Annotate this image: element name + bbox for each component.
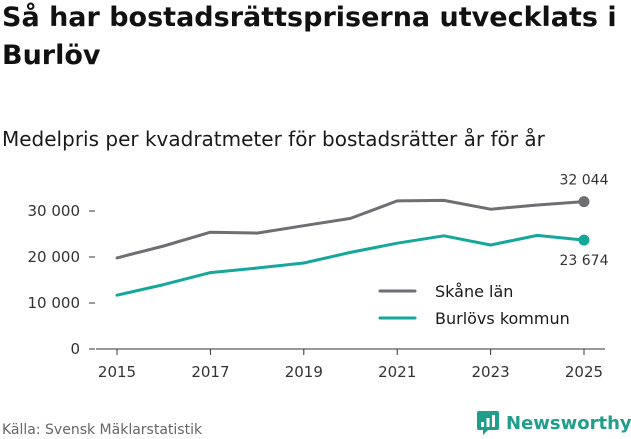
legend-label-1: Burlövs kommun <box>435 309 570 328</box>
chart-subtitle: Medelpris per kvadratmeter för bostadsrä… <box>2 127 545 151</box>
y-tick-label: 20 000 <box>28 248 81 266</box>
series-line-0 <box>115 198 586 260</box>
series-end-label-0: 32 044 <box>559 173 608 189</box>
chart-title: Så har bostadsrättspriserna utvecklats i… <box>2 2 617 71</box>
line-chart: 0 10 000 20 000 30 000 2015 2017 2019 2021 2023 2… <box>28 173 609 381</box>
series-end-marker-0 <box>578 196 590 208</box>
brand-logo: Newsworthy <box>476 408 631 438</box>
series-end-marker-1 <box>578 234 590 246</box>
y-tick-label: 0 <box>70 340 80 358</box>
x-tick-label: 2015 <box>98 363 136 381</box>
newsworthy-logo-icon <box>477 411 499 435</box>
x-tick-label: 2025 <box>565 363 603 381</box>
x-tick-label: 2023 <box>471 363 509 381</box>
x-tick-label: 2017 <box>191 363 229 381</box>
source-note: Källa: Svensk Mäklarstatistik <box>2 422 203 438</box>
x-tick-label: 2019 <box>285 363 323 381</box>
y-tick-label: 30 000 <box>28 202 81 220</box>
series-end-label-1: 23 674 <box>559 253 608 269</box>
brand-name: Newsworthy <box>506 412 631 434</box>
series-line-1 <box>115 233 586 297</box>
y-tick-label: 10 000 <box>28 294 81 312</box>
legend-box <box>368 277 604 336</box>
x-tick-label: 2021 <box>378 363 416 381</box>
legend-label-0: Skåne län <box>435 282 513 301</box>
